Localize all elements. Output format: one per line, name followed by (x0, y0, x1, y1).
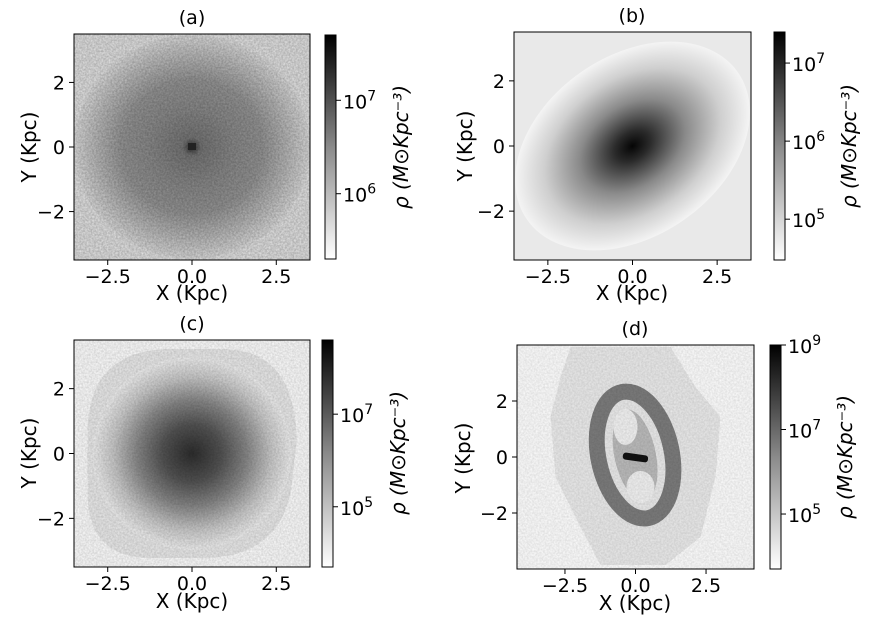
panel-b-xtick-label: −2.5 (525, 266, 571, 288)
panel-b-cbtick-label: 107 (792, 51, 825, 76)
panel-a-colorbar (324, 34, 337, 260)
panel-b-xtick-label: 2.5 (702, 266, 732, 288)
panel-d-xlabel: X (Kpc) (599, 591, 671, 615)
panel-b-ylabel: Y (Kpc) (453, 111, 477, 183)
panel-b-cbtick-label: 106 (792, 129, 825, 154)
panel-b-ytick-label: 0 (493, 136, 505, 158)
panel-a-xlabel: X (Kpc) (156, 281, 228, 305)
panel-c-cbtick-label: 105 (340, 495, 373, 520)
panel-d-xtick-label: −2.5 (542, 575, 588, 597)
panel-d-image (517, 345, 754, 569)
panel-c-ylabel: Y (Kpc) (17, 418, 41, 490)
panel-d-cbtick-label: 105 (788, 502, 821, 527)
panel-b-ytick-label: 2 (493, 71, 505, 93)
panel-a-title: (a) (179, 7, 205, 29)
panel-a-core (188, 143, 196, 150)
panel-a-image (74, 34, 310, 260)
panel-d-cbtick-label: 107 (788, 418, 821, 443)
panel-c-colorbar-label: ρ (M⊙Kpc⁻³) (386, 391, 410, 515)
tick-layer: −2.5 0.0 2.5 −2 0 2 106 107 −2.5 0.0 2.5 −2 0 2 105 106… (37, 51, 825, 597)
panel-a-xtick-label: −2.5 (85, 266, 131, 288)
panel-b-image (514, 32, 751, 260)
panel-c-xlabel: X (Kpc) (156, 589, 228, 613)
panel-b-cbtick-label: 105 (792, 207, 825, 232)
panel-c-cbtick-label: 107 (340, 402, 373, 427)
panel-c-title: (c) (179, 313, 204, 335)
panel-b-halo (515, 41, 750, 251)
panel-c-noise (74, 340, 310, 567)
panel-c-colorbar (321, 339, 334, 568)
panel-b-xtick-label: 0.0 (617, 266, 647, 288)
panel-d-noise (517, 345, 754, 569)
panel-a-ytick-label: −2 (37, 202, 65, 224)
panel-c-image (74, 340, 310, 567)
panel-c-xtick-label: 0.0 (177, 573, 207, 595)
panel-c-xtick-label: 2.5 (261, 573, 291, 595)
panel-a-xtick-label: 0.0 (177, 266, 207, 288)
panel-b-xlabel: X (Kpc) (596, 281, 668, 305)
panel-a-ytick-label: 0 (53, 137, 65, 159)
panel-d-ytick-label: 0 (496, 447, 508, 469)
panel-a-cbtick-label: 106 (343, 182, 376, 207)
panel-d-ytick-label: −2 (480, 503, 508, 525)
panel-c-ytick-label: 2 (53, 379, 65, 401)
panel-a-colorbar-label: ρ (M⊙Kpc⁻³) (389, 85, 413, 209)
panel-d-ytick-label: 2 (496, 391, 508, 413)
panel-d-xtick-label: 0.0 (620, 575, 650, 597)
panel-b-title: (b) (619, 5, 646, 27)
panel-a-ytick-label: 2 (53, 72, 65, 94)
panel-c-ytick-label: −2 (37, 508, 65, 530)
panel-c-ytick-label: 0 (53, 444, 65, 466)
panel-d-colorbar (769, 344, 782, 570)
panel-b-colorbar-label: ρ (M⊙Kpc⁻³) (837, 84, 861, 208)
panel-b-ytick-label: −2 (477, 201, 505, 223)
panel-d-cbtick-label: 109 (788, 333, 821, 358)
panel-a-cbtick-label: 107 (343, 88, 376, 113)
panel-d-ylabel: Y (Kpc) (451, 423, 475, 495)
panel-d-colorbar-label: ρ (M⊙Kpc⁻³) (833, 395, 857, 519)
panel-c-xtick-label: −2.5 (85, 573, 131, 595)
panel-b-colorbar (773, 31, 786, 261)
panel-a-xtick-label: 2.5 (261, 266, 291, 288)
panel-d-xtick-label: 2.5 (691, 575, 721, 597)
panel-a-ylabel: Y (Kpc) (17, 112, 41, 184)
panel-d-title: (d) (622, 318, 649, 340)
